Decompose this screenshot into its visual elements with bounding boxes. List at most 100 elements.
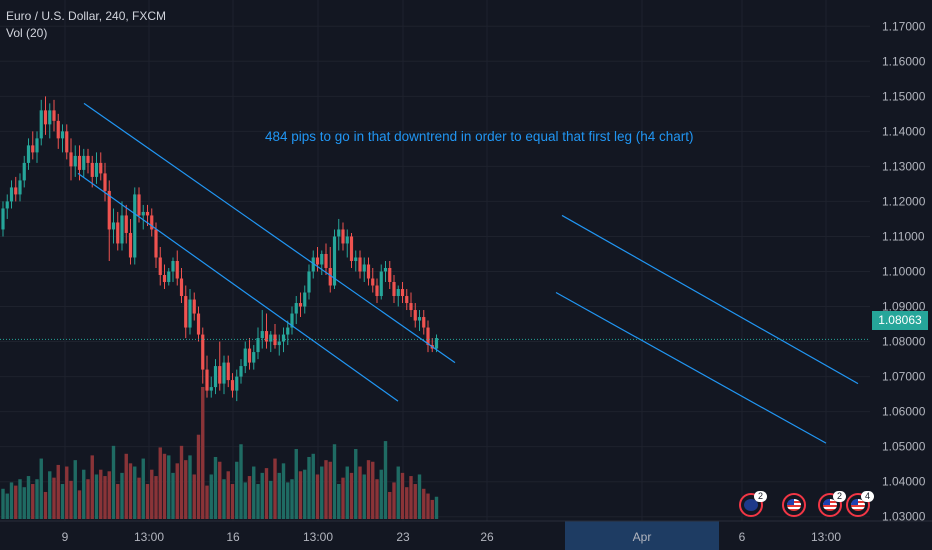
trend-line[interactable] (561, 214, 859, 385)
trend-channels[interactable] (77, 102, 859, 444)
candle-body (120, 215, 124, 244)
volume-bar (90, 455, 94, 519)
volume-bar (116, 484, 120, 519)
candle-body (133, 194, 137, 258)
candle-body (256, 338, 260, 353)
volume-bar (150, 469, 154, 519)
candle-body (188, 299, 192, 328)
candle-body (413, 310, 417, 321)
volume-bar (426, 493, 430, 519)
volume-bar (307, 456, 311, 519)
price-tick-label: 1.08000 (882, 335, 926, 349)
volume-bar (128, 463, 133, 519)
candle-body (22, 162, 26, 181)
candle-body (349, 236, 354, 261)
candle-body (358, 257, 362, 272)
volume-bar (434, 496, 439, 519)
candle-body (171, 260, 175, 272)
volume-bar (205, 485, 209, 519)
volume-bar (311, 453, 315, 519)
candle-body (396, 289, 400, 297)
volume-bar (86, 479, 90, 519)
volume-bar (5, 493, 9, 519)
volume-bar (39, 458, 43, 519)
volume-bar (366, 460, 371, 519)
symbol-title[interactable]: Euro / U.S. Dollar, 240, FXCM (6, 9, 167, 23)
volume-bar (247, 476, 252, 519)
candle-body (303, 292, 307, 307)
candle-body (392, 282, 396, 297)
candle-body (124, 215, 128, 233)
candle-body (226, 362, 230, 381)
volume-bar (1, 488, 5, 519)
volume-bar (417, 474, 422, 519)
volume-bar (320, 466, 324, 519)
candle-body (60, 131, 65, 139)
candle-body (175, 260, 179, 279)
volume-bars (1, 387, 439, 519)
trend-line[interactable] (77, 172, 399, 402)
volume-bar (99, 469, 103, 519)
us-flag-icon (823, 499, 837, 511)
candle-body (73, 155, 77, 167)
volume-bar (226, 471, 230, 519)
candle-body (205, 369, 209, 391)
economic-event-badge[interactable] (782, 493, 806, 517)
volume-bar (405, 487, 409, 519)
candle-body (235, 376, 239, 391)
candle-body (247, 348, 252, 363)
candle-body (137, 194, 141, 216)
candle-body (379, 271, 383, 297)
price-tick-label: 1.14000 (882, 124, 926, 138)
candle-body (35, 138, 39, 153)
economic-event-badge[interactable]: 4 (846, 491, 874, 517)
volume-bar (14, 485, 18, 519)
candle-body (337, 229, 341, 237)
volume-bar (213, 456, 218, 519)
price-axis[interactable]: 1.17000 1.16000 1.15000 1.14000 1.13000 1.120… (882, 19, 926, 523)
volume-bar (264, 468, 269, 519)
volume-bar (341, 477, 345, 519)
candle-body (82, 155, 86, 170)
volume-bar (196, 434, 201, 519)
candle-body (371, 278, 375, 286)
volume-bar (48, 471, 52, 519)
candle-body (286, 327, 290, 335)
candle-body (128, 232, 133, 258)
volume-bar (26, 476, 31, 519)
candle-body (345, 236, 349, 244)
volume-bar (315, 474, 320, 519)
volume-bar (107, 471, 111, 519)
candle-body (111, 222, 116, 230)
candle-body (39, 110, 43, 139)
candle-body (103, 173, 107, 191)
candle-body (65, 131, 69, 153)
candle-body (56, 120, 60, 139)
candle-body (422, 317, 426, 328)
trend-line[interactable] (555, 291, 827, 444)
volume-bar (133, 466, 137, 519)
price-tick-label: 1.17000 (882, 19, 926, 33)
volume-bar (167, 455, 171, 519)
trend-line[interactable] (83, 102, 456, 364)
candle-body (26, 145, 31, 163)
candle-body (99, 162, 103, 174)
volume-bar (277, 472, 281, 519)
volume-bar (286, 482, 290, 519)
candle-body (405, 296, 409, 304)
candle-body (43, 110, 48, 125)
candle-body (252, 352, 256, 363)
economic-event-badge[interactable]: 2 (818, 491, 846, 517)
candle-body (201, 334, 205, 370)
time-tick-label: 23 (396, 530, 410, 544)
economic-event-badge[interactable]: 2 (739, 491, 767, 517)
volume-bar (383, 441, 388, 519)
volume-bar (124, 453, 128, 519)
time-axis[interactable]: 9 13:00 16 13:00 23 26 Apr 6 13:00 (0, 520, 932, 544)
volume-indicator-label[interactable]: Vol (20) (6, 26, 48, 40)
text-annotation[interactable]: 484 pips to go in that downtrend in orde… (265, 129, 694, 144)
candlesticks (1, 96, 439, 402)
volume-bar (400, 472, 405, 519)
